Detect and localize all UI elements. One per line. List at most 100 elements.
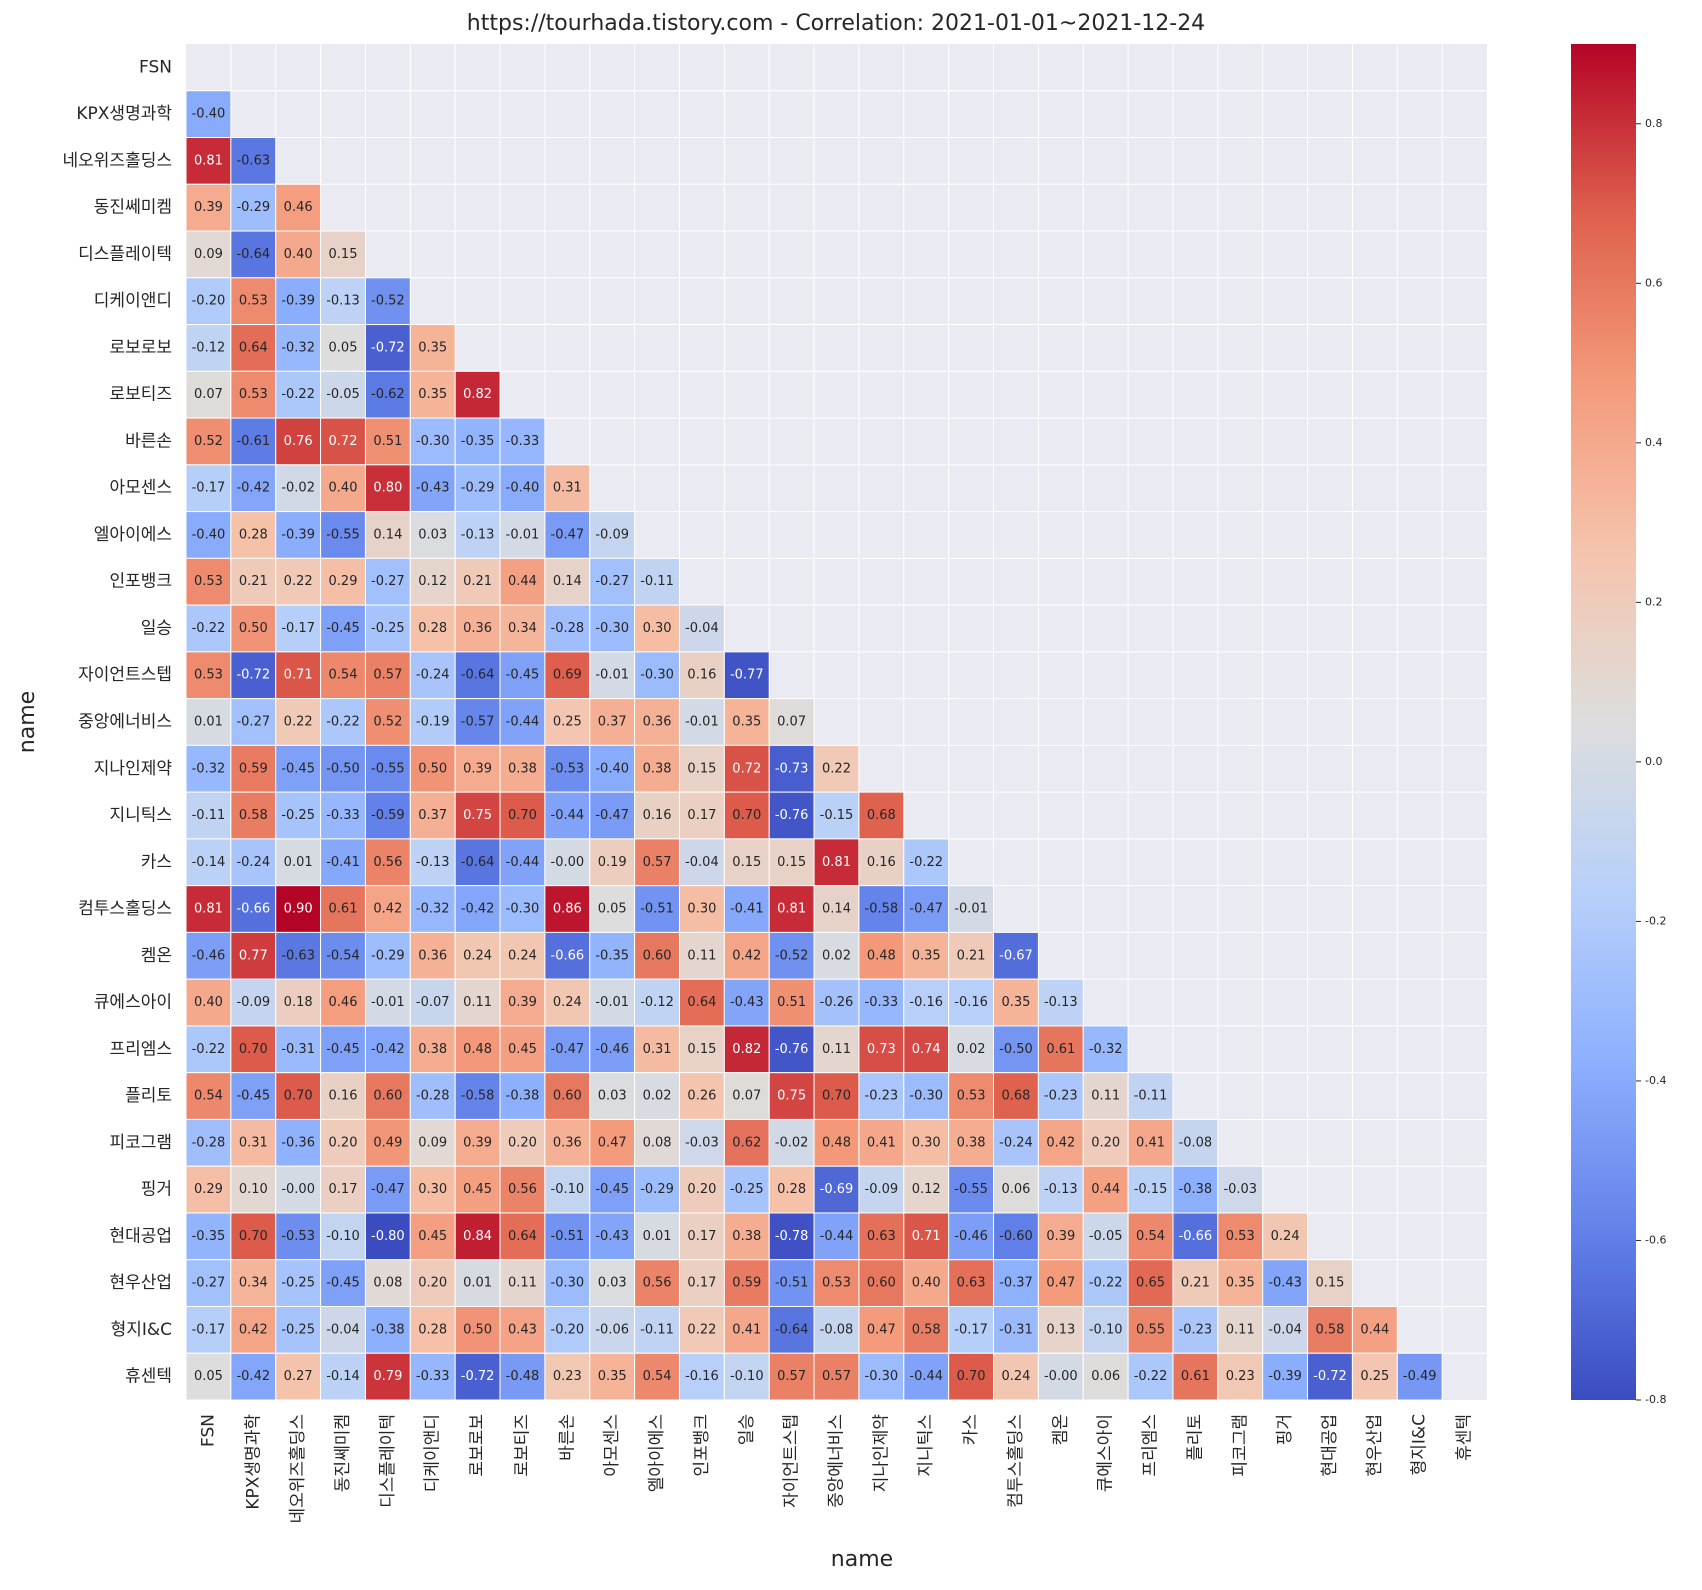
- cell-label: 0.51: [373, 434, 402, 449]
- cell-label: 0.25: [553, 715, 582, 730]
- heatmap-cell: [499, 464, 546, 513]
- cell-label: -0.43: [730, 995, 764, 1010]
- cell-label: 0.12: [912, 1182, 941, 1197]
- heatmap-cell: [185, 90, 232, 139]
- cell-label: 0.40: [912, 1276, 941, 1291]
- cell-label: 0.61: [1046, 1042, 1075, 1057]
- heatmap-cell: [1217, 1305, 1264, 1354]
- cell-label: 0.23: [553, 1369, 582, 1384]
- x-tick-label: 카스: [961, 1414, 981, 1445]
- cell-label: 0.81: [777, 902, 806, 917]
- cell-label: 0.30: [912, 1135, 941, 1150]
- cell-label: -0.44: [551, 808, 585, 823]
- cell-label: -0.30: [551, 1276, 585, 1291]
- cell-label: 0.39: [1046, 1229, 1075, 1244]
- cell-label: -0.04: [685, 855, 719, 870]
- x-tick-label: KPX생명과학: [243, 1414, 263, 1510]
- cell-label: 0.40: [329, 481, 358, 496]
- heatmap-cell: [1082, 1165, 1129, 1214]
- cell-label: 0.70: [957, 1369, 986, 1384]
- colorbar-tick-label: -0.8: [1645, 1393, 1666, 1406]
- heatmap-cell: [185, 183, 232, 232]
- heatmap-cell: [1217, 1165, 1264, 1214]
- heatmap-cell: [275, 931, 322, 980]
- cell-label: -0.28: [416, 1089, 450, 1104]
- cell-label: -0.40: [192, 107, 226, 122]
- heatmap-cell: [185, 1305, 232, 1354]
- colorbar-tick-label: 0.8: [1645, 117, 1663, 130]
- y-tick-label: 큐에스아이: [94, 993, 172, 1013]
- heatmap-cell: [1127, 1118, 1174, 1167]
- cell-label: 0.52: [373, 715, 402, 730]
- heatmap-cell: [634, 1305, 680, 1354]
- cell-label: 0.70: [508, 808, 537, 823]
- heatmap-cell: [678, 791, 725, 840]
- heatmap-cell: [275, 557, 322, 606]
- cell-label: 0.38: [418, 1042, 447, 1057]
- cell-label: 0.55: [1136, 1322, 1165, 1337]
- heatmap-cell: [364, 324, 411, 372]
- heatmap-cell: [544, 1118, 591, 1167]
- cell-label: -0.43: [1268, 1276, 1302, 1291]
- cell-label: -0.28: [551, 621, 585, 636]
- cell-label: 0.11: [508, 1276, 537, 1291]
- cell-label: -0.19: [416, 715, 450, 730]
- heatmap-cell: [185, 511, 232, 559]
- heatmap-cell: [499, 1259, 546, 1307]
- cell-label: -0.63: [236, 153, 270, 168]
- heatmap-cell: [678, 1212, 725, 1261]
- cell-label: 0.50: [239, 621, 268, 636]
- cell-label: 0.07: [732, 1089, 761, 1104]
- heatmap-cell: [275, 1352, 322, 1401]
- cell-label: 0.31: [643, 1042, 672, 1057]
- heatmap-cell: [275, 1212, 322, 1261]
- cell-label: 0.42: [373, 902, 402, 917]
- cell-label: 0.62: [732, 1135, 761, 1150]
- cell-label: 0.11: [1226, 1322, 1255, 1337]
- heatmap-cell: [275, 417, 322, 466]
- cell-label: -0.64: [461, 668, 495, 683]
- heatmap-cell: [364, 464, 411, 513]
- cell-label: -0.46: [954, 1229, 988, 1244]
- cell-label: -0.48: [506, 1369, 540, 1384]
- cell-label: 0.60: [867, 1276, 896, 1291]
- heatmap-cell: [185, 557, 232, 606]
- heatmap-cell: [634, 838, 680, 887]
- cell-label: -0.11: [192, 808, 226, 823]
- cell-label: 0.53: [957, 1089, 986, 1104]
- cell-label: 0.38: [643, 761, 672, 776]
- cell-label: -0.35: [461, 434, 495, 449]
- cell-label: 0.52: [194, 434, 223, 449]
- cell-label: -0.66: [551, 948, 585, 963]
- heatmap-cell: [454, 791, 501, 840]
- heatmap-cell: [320, 464, 366, 513]
- cell-label: -0.29: [640, 1182, 674, 1197]
- x-tick-label: 현우산업: [1365, 1414, 1385, 1477]
- y-tick-label: 일승: [141, 618, 172, 638]
- heatmap-cell: [364, 1212, 411, 1261]
- cell-label: 0.47: [598, 1135, 627, 1150]
- cell-label: 0.64: [687, 995, 716, 1010]
- cell-label: -0.22: [281, 387, 315, 402]
- heatmap-cell: [1217, 1352, 1264, 1401]
- cell-label: 0.84: [463, 1229, 492, 1244]
- heatmap-cell: [185, 1165, 232, 1214]
- heatmap-cell: [723, 1025, 770, 1074]
- x-tick-label: 인포뱅크: [692, 1414, 712, 1477]
- cell-label: -0.31: [999, 1322, 1033, 1337]
- cell-label: 0.05: [329, 340, 358, 355]
- cell-label: -0.13: [326, 294, 360, 309]
- heatmap-cell: [589, 1025, 636, 1074]
- cell-label: -0.72: [236, 668, 270, 683]
- cell-label: -0.00: [551, 855, 585, 870]
- heatmap-cell: [589, 604, 636, 653]
- heatmap-cell: [1037, 1259, 1084, 1307]
- heatmap-cell: [185, 931, 232, 980]
- x-tick-label: 지나인제약: [871, 1414, 891, 1492]
- heatmap-cell: [275, 604, 322, 653]
- cell-label: 0.56: [643, 1276, 672, 1291]
- heatmap-cell: [364, 417, 411, 466]
- cell-label: 0.53: [194, 668, 223, 683]
- cell-label: -0.54: [326, 948, 360, 963]
